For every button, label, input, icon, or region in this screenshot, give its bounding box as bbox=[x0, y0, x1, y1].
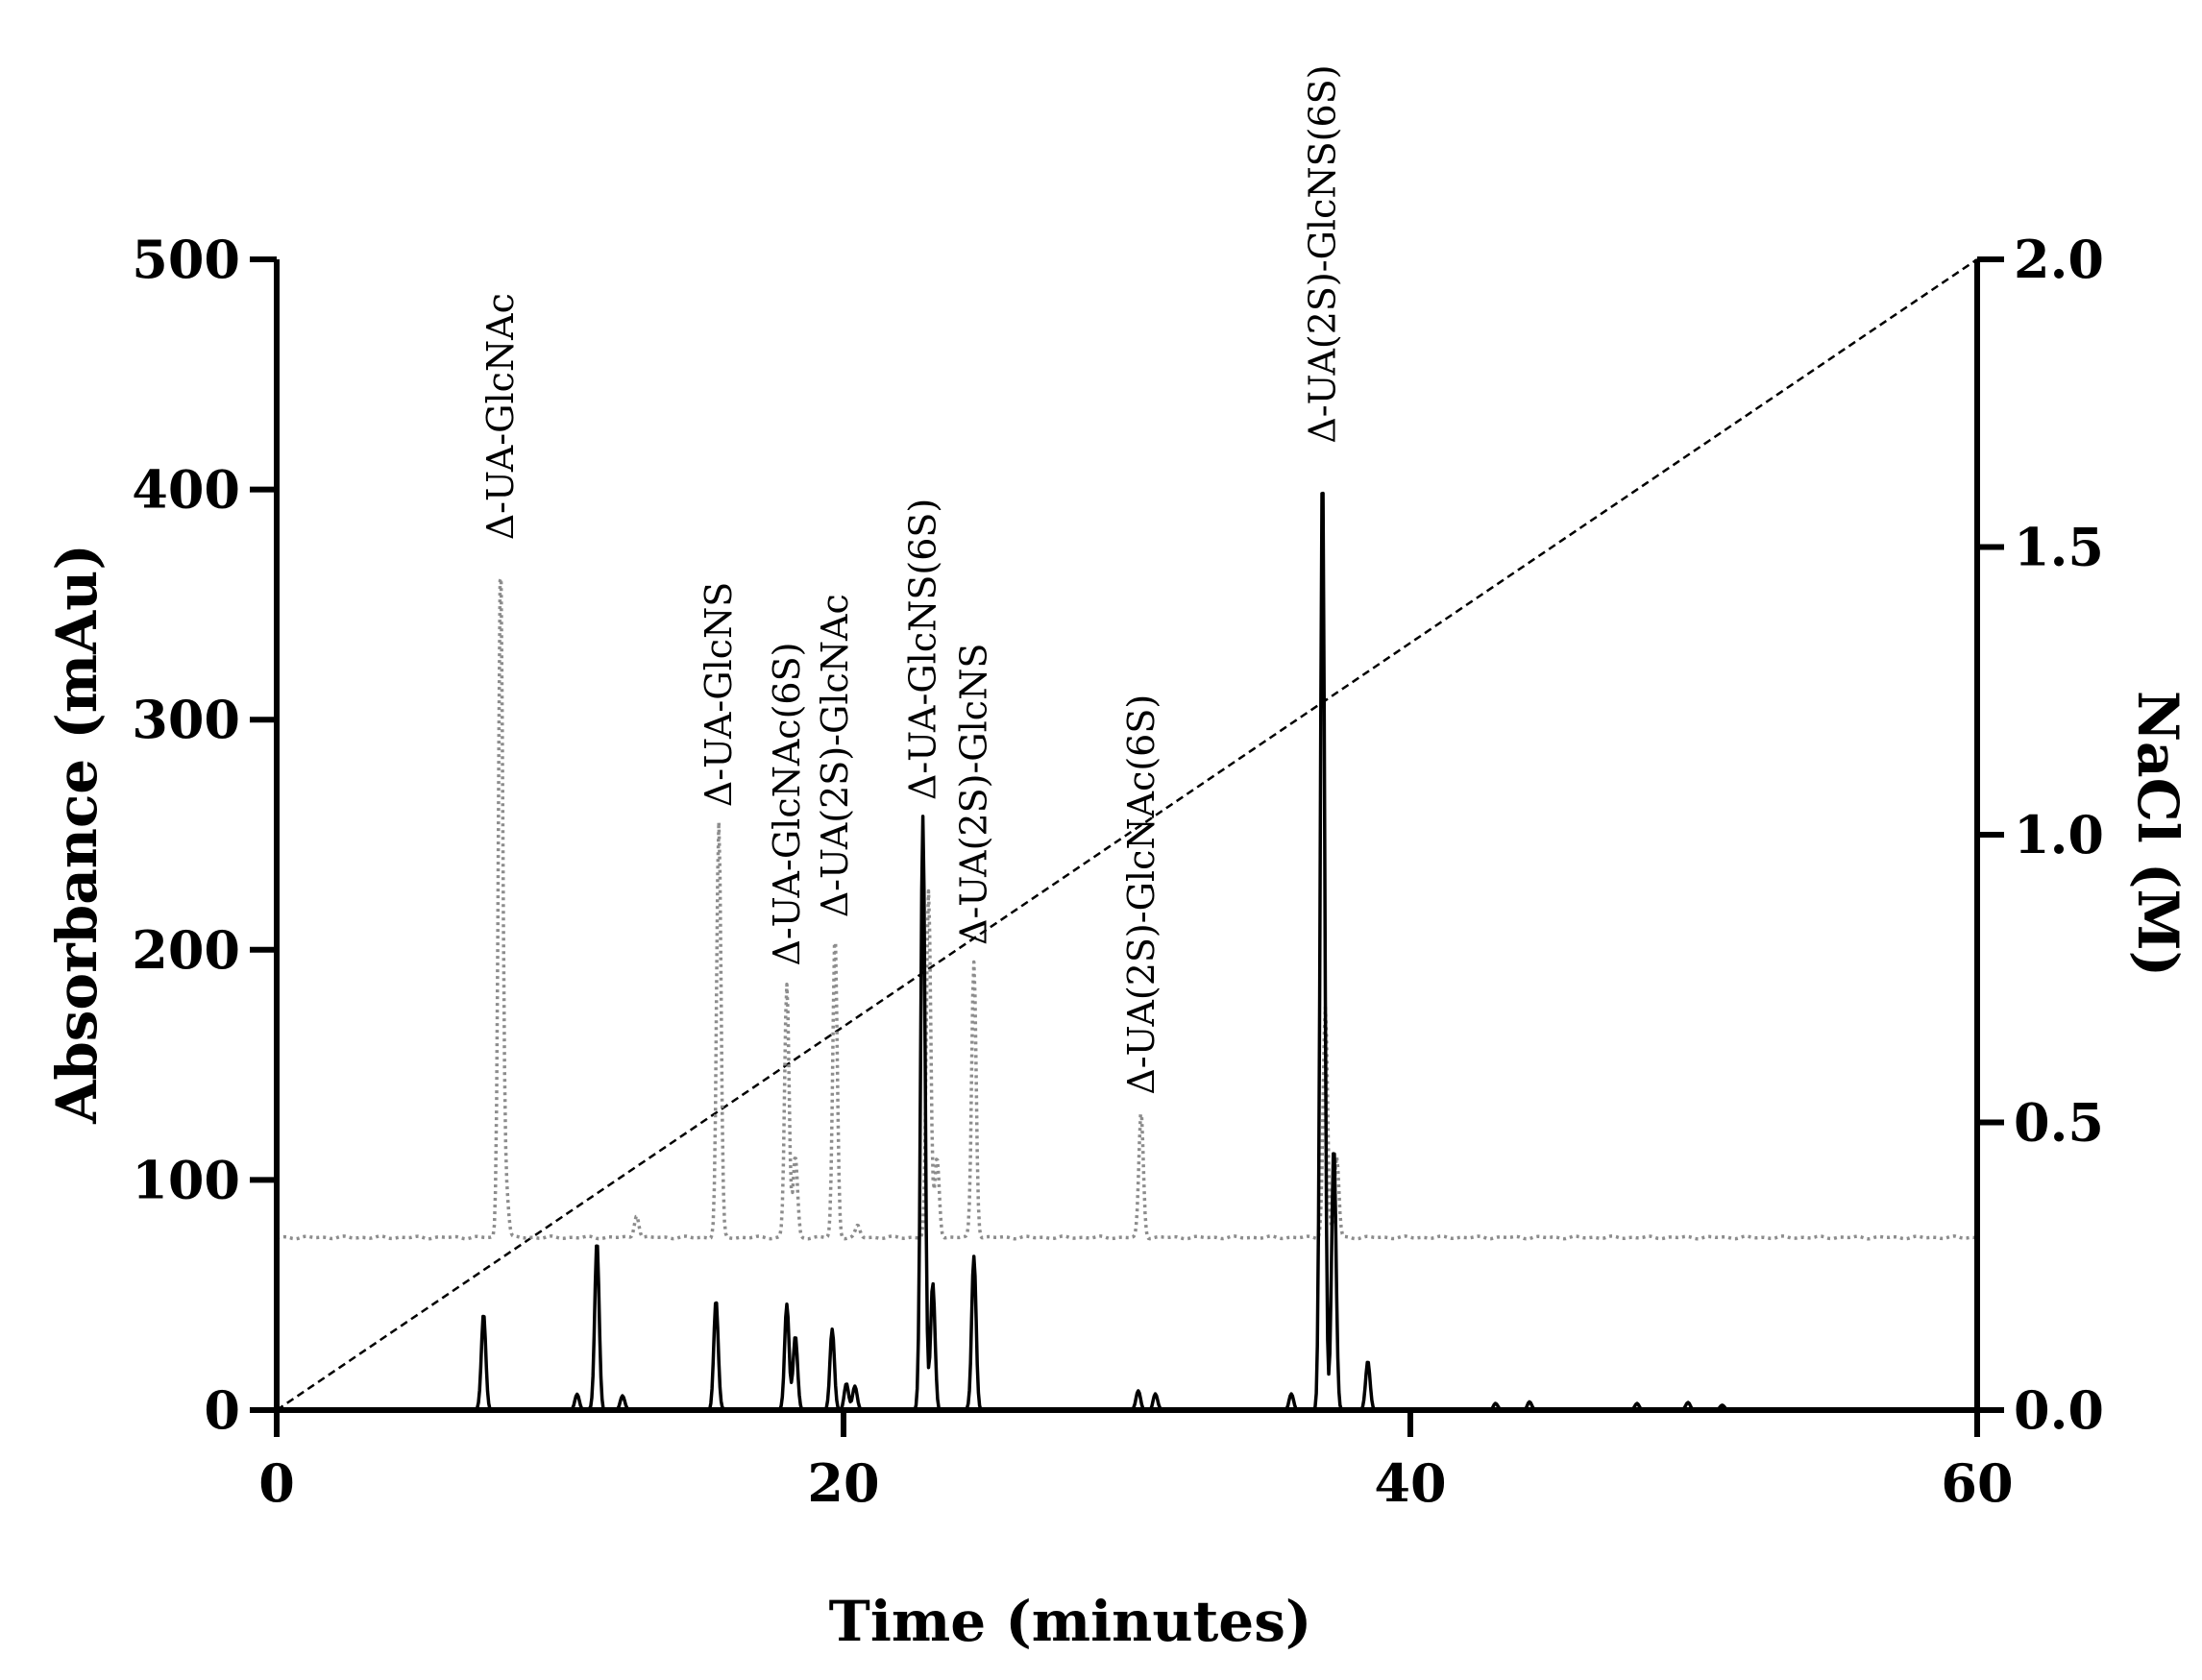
y-left-tick-label: 100 bbox=[132, 1149, 240, 1210]
y-right-tick-label: 0.5 bbox=[2014, 1092, 2104, 1154]
y-axis-left-title: Absorbance (mAu) bbox=[44, 544, 110, 1125]
peak-label: Δ-UA(2S)-GlcNS bbox=[953, 644, 995, 945]
y-right-tick-label: 1.0 bbox=[2014, 804, 2104, 865]
x-axis-title: Time (minutes) bbox=[829, 1589, 1312, 1654]
series-line-standards bbox=[276, 576, 1978, 1241]
peak-label: Δ-UA(2S)-GlcNAc(6S) bbox=[1120, 694, 1162, 1095]
y-left-tick-label: 500 bbox=[132, 229, 240, 290]
peak-label: Δ-UA(2S)-GlcNAc bbox=[814, 594, 856, 917]
series-line-nacl-gradient bbox=[276, 257, 1978, 1412]
y-axis-right-title: NaCl (M) bbox=[2125, 691, 2190, 977]
x-tick-label: 40 bbox=[1374, 1452, 1446, 1514]
ticks-layer: 0 20 40 60 0 100 200 300 400 500 0.0 0.5 1.0 1.5 2.0 bbox=[132, 229, 2104, 1514]
peak-label: Δ-UA-GlcNAc bbox=[479, 293, 522, 540]
y-right-tick-label: 0.0 bbox=[2014, 1379, 2104, 1441]
y-left-tick-label: 300 bbox=[132, 689, 240, 750]
gradient-layer bbox=[276, 257, 1978, 1412]
y-right-tick-label: 2.0 bbox=[2014, 229, 2104, 290]
x-tick-label: 0 bbox=[258, 1452, 295, 1514]
peak-label: Δ-UA-GlcNS(6S) bbox=[902, 499, 944, 800]
y-left-tick-label: 200 bbox=[132, 919, 240, 981]
y-left-tick-label: 400 bbox=[132, 459, 240, 521]
x-tick-label: 20 bbox=[807, 1452, 879, 1514]
x-tick-label: 60 bbox=[1941, 1452, 2013, 1514]
y-left-tick-label: 0 bbox=[204, 1379, 240, 1441]
peak-label: Δ-UA-GlcNAc(6S) bbox=[766, 643, 808, 966]
y-right-tick-label: 1.5 bbox=[2014, 517, 2104, 578]
peak-label: Δ-UA(2S)-GlcNS(6S) bbox=[1302, 64, 1344, 443]
peak-label: Δ-UA-GlcNS bbox=[697, 582, 740, 808]
